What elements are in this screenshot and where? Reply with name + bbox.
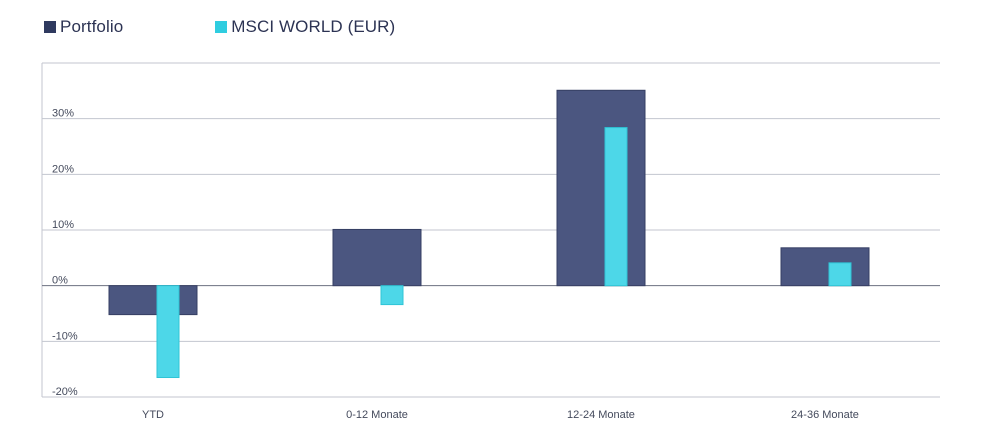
bar-portfolio-2 — [556, 89, 646, 287]
legend-label-portfolio: Portfolio — [60, 17, 124, 36]
x-axis-labels: YTD 0-12 Monate 12-24 Monate 24-36 Monate — [142, 409, 859, 421]
y-tick-label: -10% — [52, 330, 78, 342]
bar-msci-world-0 — [156, 285, 180, 379]
x-tick-label: YTD — [142, 409, 164, 421]
legend-item-portfolio: Portfolio — [44, 17, 123, 37]
x-tick-label: 12-24 Monate — [567, 409, 635, 421]
legend-swatch-msci-world — [215, 21, 228, 33]
x-tick-label: 0-12 Monate — [346, 409, 408, 421]
legend-label-msci-world: MSCI WORLD (EUR) — [231, 17, 396, 36]
bar-msci-world-2 — [604, 127, 628, 287]
y-axis-labels: -20% -10% 0% 10% 20% 30% — [52, 108, 78, 398]
chart-grid — [41, 62, 940, 398]
bar-portfolio-3 — [780, 247, 870, 287]
y-tick-label: 10% — [52, 219, 74, 231]
legend-item-msci-world: MSCI WORLD (EUR) — [215, 17, 395, 37]
bar-portfolio-0 — [108, 285, 198, 316]
y-tick-label: 0% — [52, 275, 68, 287]
chart-bars — [108, 89, 870, 379]
y-tick-label: -20% — [52, 386, 78, 398]
bar-msci-world-1 — [380, 285, 404, 306]
bar-msci-world-3 — [828, 262, 852, 287]
bar-portfolio-1 — [332, 228, 422, 287]
y-tick-label: 20% — [52, 163, 74, 175]
legend-swatch-portfolio — [44, 21, 56, 33]
x-tick-label: 24-36 Monate — [791, 409, 859, 421]
y-tick-label: 30% — [52, 108, 74, 120]
chart-legend: Portfolio MSCI WORLD (EUR) — [44, 14, 487, 40]
